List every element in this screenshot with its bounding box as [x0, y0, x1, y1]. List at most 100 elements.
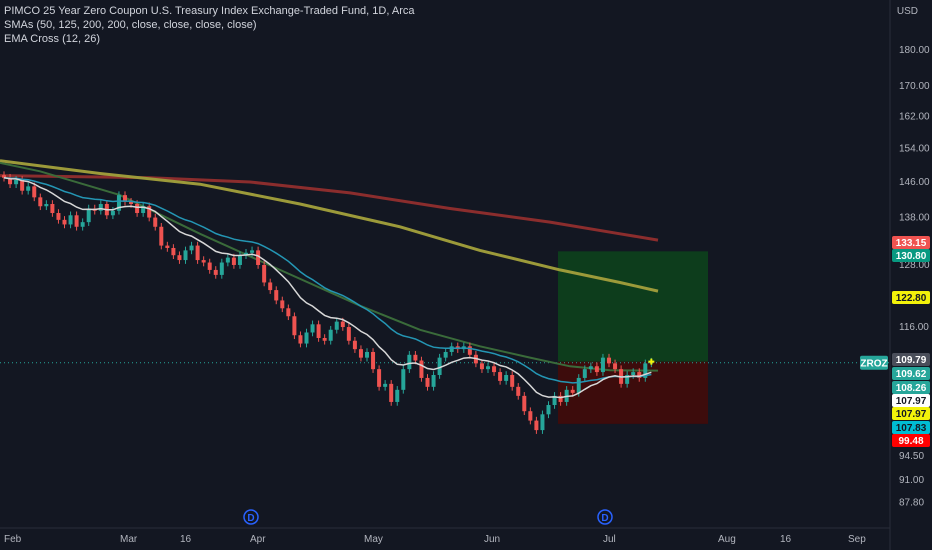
price-badge-text: 109.62: [896, 369, 927, 380]
ema-indicator-label[interactable]: EMA Cross (12, 26): [4, 33, 100, 45]
candle-body: [558, 395, 563, 402]
y-tick-label: 154.00: [899, 143, 930, 154]
candle-body: [546, 405, 551, 415]
dividend-icon: [597, 509, 613, 525]
candle-body: [413, 354, 418, 361]
candle-body: [219, 262, 224, 275]
candle-body: [304, 332, 309, 344]
dividend-letter: D: [601, 513, 608, 524]
candle-body: [250, 250, 255, 253]
candle-body: [20, 179, 25, 191]
y-tick-label: 116.00: [899, 322, 929, 333]
candle-body: [274, 290, 279, 301]
y-tick-label: 138.00: [899, 213, 930, 224]
candle-body: [346, 327, 351, 341]
price-badge-text: 99.48: [898, 436, 923, 447]
symbol-tag: ZROZ: [860, 355, 888, 370]
candle-body: [352, 340, 357, 350]
candle-body: [2, 175, 6, 178]
sma125-line: [0, 159, 659, 293]
candle-body: [147, 206, 152, 218]
symbol-title[interactable]: PIMCO 25 Year Zero Coupon U.S. Treasury …: [4, 5, 415, 17]
candle-body: [576, 377, 581, 393]
candle-body: [159, 226, 164, 246]
dividend-marker: D: [597, 509, 613, 525]
candle-body: [286, 308, 291, 317]
candle-body: [165, 245, 170, 248]
y-tick-label: 94.50: [899, 451, 924, 462]
candle-body: [570, 389, 575, 393]
candle-body: [129, 201, 134, 205]
candle-body: [44, 204, 49, 207]
candle-body: [383, 383, 388, 387]
candle-body: [62, 219, 67, 225]
candle-body: [419, 360, 424, 378]
currency-label[interactable]: USD: [896, 6, 918, 17]
dividend-icon: [243, 509, 259, 525]
x-tick-label: Apr: [250, 534, 266, 545]
candle-body: [244, 252, 248, 256]
candle-body: [552, 395, 557, 406]
candle-body: [504, 374, 509, 381]
candle-body: [401, 369, 406, 390]
candle-body: [613, 363, 618, 370]
candle-body: [316, 324, 321, 338]
candle-body: [298, 335, 303, 344]
candle-body: [80, 222, 85, 227]
candle-body: [643, 363, 648, 378]
candle-body: [280, 300, 285, 309]
candle-body: [631, 372, 636, 375]
candle-body: [600, 357, 605, 373]
candle-body: [594, 366, 599, 373]
candle-body: [256, 250, 261, 265]
sma200-line: [0, 174, 659, 242]
candle-body: [431, 374, 436, 387]
candle-body: [607, 357, 611, 364]
candle-body: [177, 255, 182, 261]
candle-body: [528, 411, 533, 421]
price-badge-bg: [892, 407, 930, 420]
candle-body: [425, 377, 430, 387]
candle-body: [389, 383, 394, 402]
candle-body: [522, 395, 527, 412]
target-zone: [558, 251, 708, 362]
candle-body: [135, 204, 140, 214]
candle-body: [231, 257, 236, 265]
candle-body: [449, 346, 454, 352]
candle-body: [377, 369, 382, 387]
ema26-line: [3, 176, 652, 384]
candle-body: [443, 351, 448, 358]
candle-body: [38, 197, 43, 207]
ema12-line: [3, 176, 652, 399]
candle-body: [492, 366, 497, 373]
candle-body: [141, 206, 146, 214]
price-badge-bg: [892, 353, 930, 366]
price-badge-bg: [892, 434, 930, 447]
candle-body: [328, 329, 333, 341]
candle-body: [510, 374, 515, 387]
x-tick-label: Aug: [718, 534, 736, 545]
x-tick-label: Jul: [603, 534, 616, 545]
price-badge: 122.80: [892, 291, 930, 304]
price-badge: 109.79: [892, 353, 930, 366]
candle-body: [14, 179, 19, 185]
candle-body: [201, 260, 206, 263]
candle-body: [498, 372, 503, 381]
candle-body: [625, 374, 630, 384]
price-badge-text: 107.83: [896, 423, 927, 434]
candle-body: [292, 316, 297, 336]
sma-indicator-label[interactable]: SMAs (50, 125, 200, 200, close, close, c…: [4, 19, 257, 31]
x-tick-label: 16: [780, 534, 792, 545]
candle-body: [237, 255, 242, 265]
x-tick-label: May: [364, 534, 383, 545]
candle-body: [153, 217, 158, 227]
candle-body: [183, 250, 188, 261]
candle-body: [358, 349, 363, 358]
price-badge-bg: [892, 367, 930, 380]
candle-body: [189, 245, 194, 251]
y-tick-label: 128.00: [899, 260, 930, 271]
price-badge: 107.83: [892, 421, 930, 434]
x-tick-label: Sep: [848, 534, 866, 545]
